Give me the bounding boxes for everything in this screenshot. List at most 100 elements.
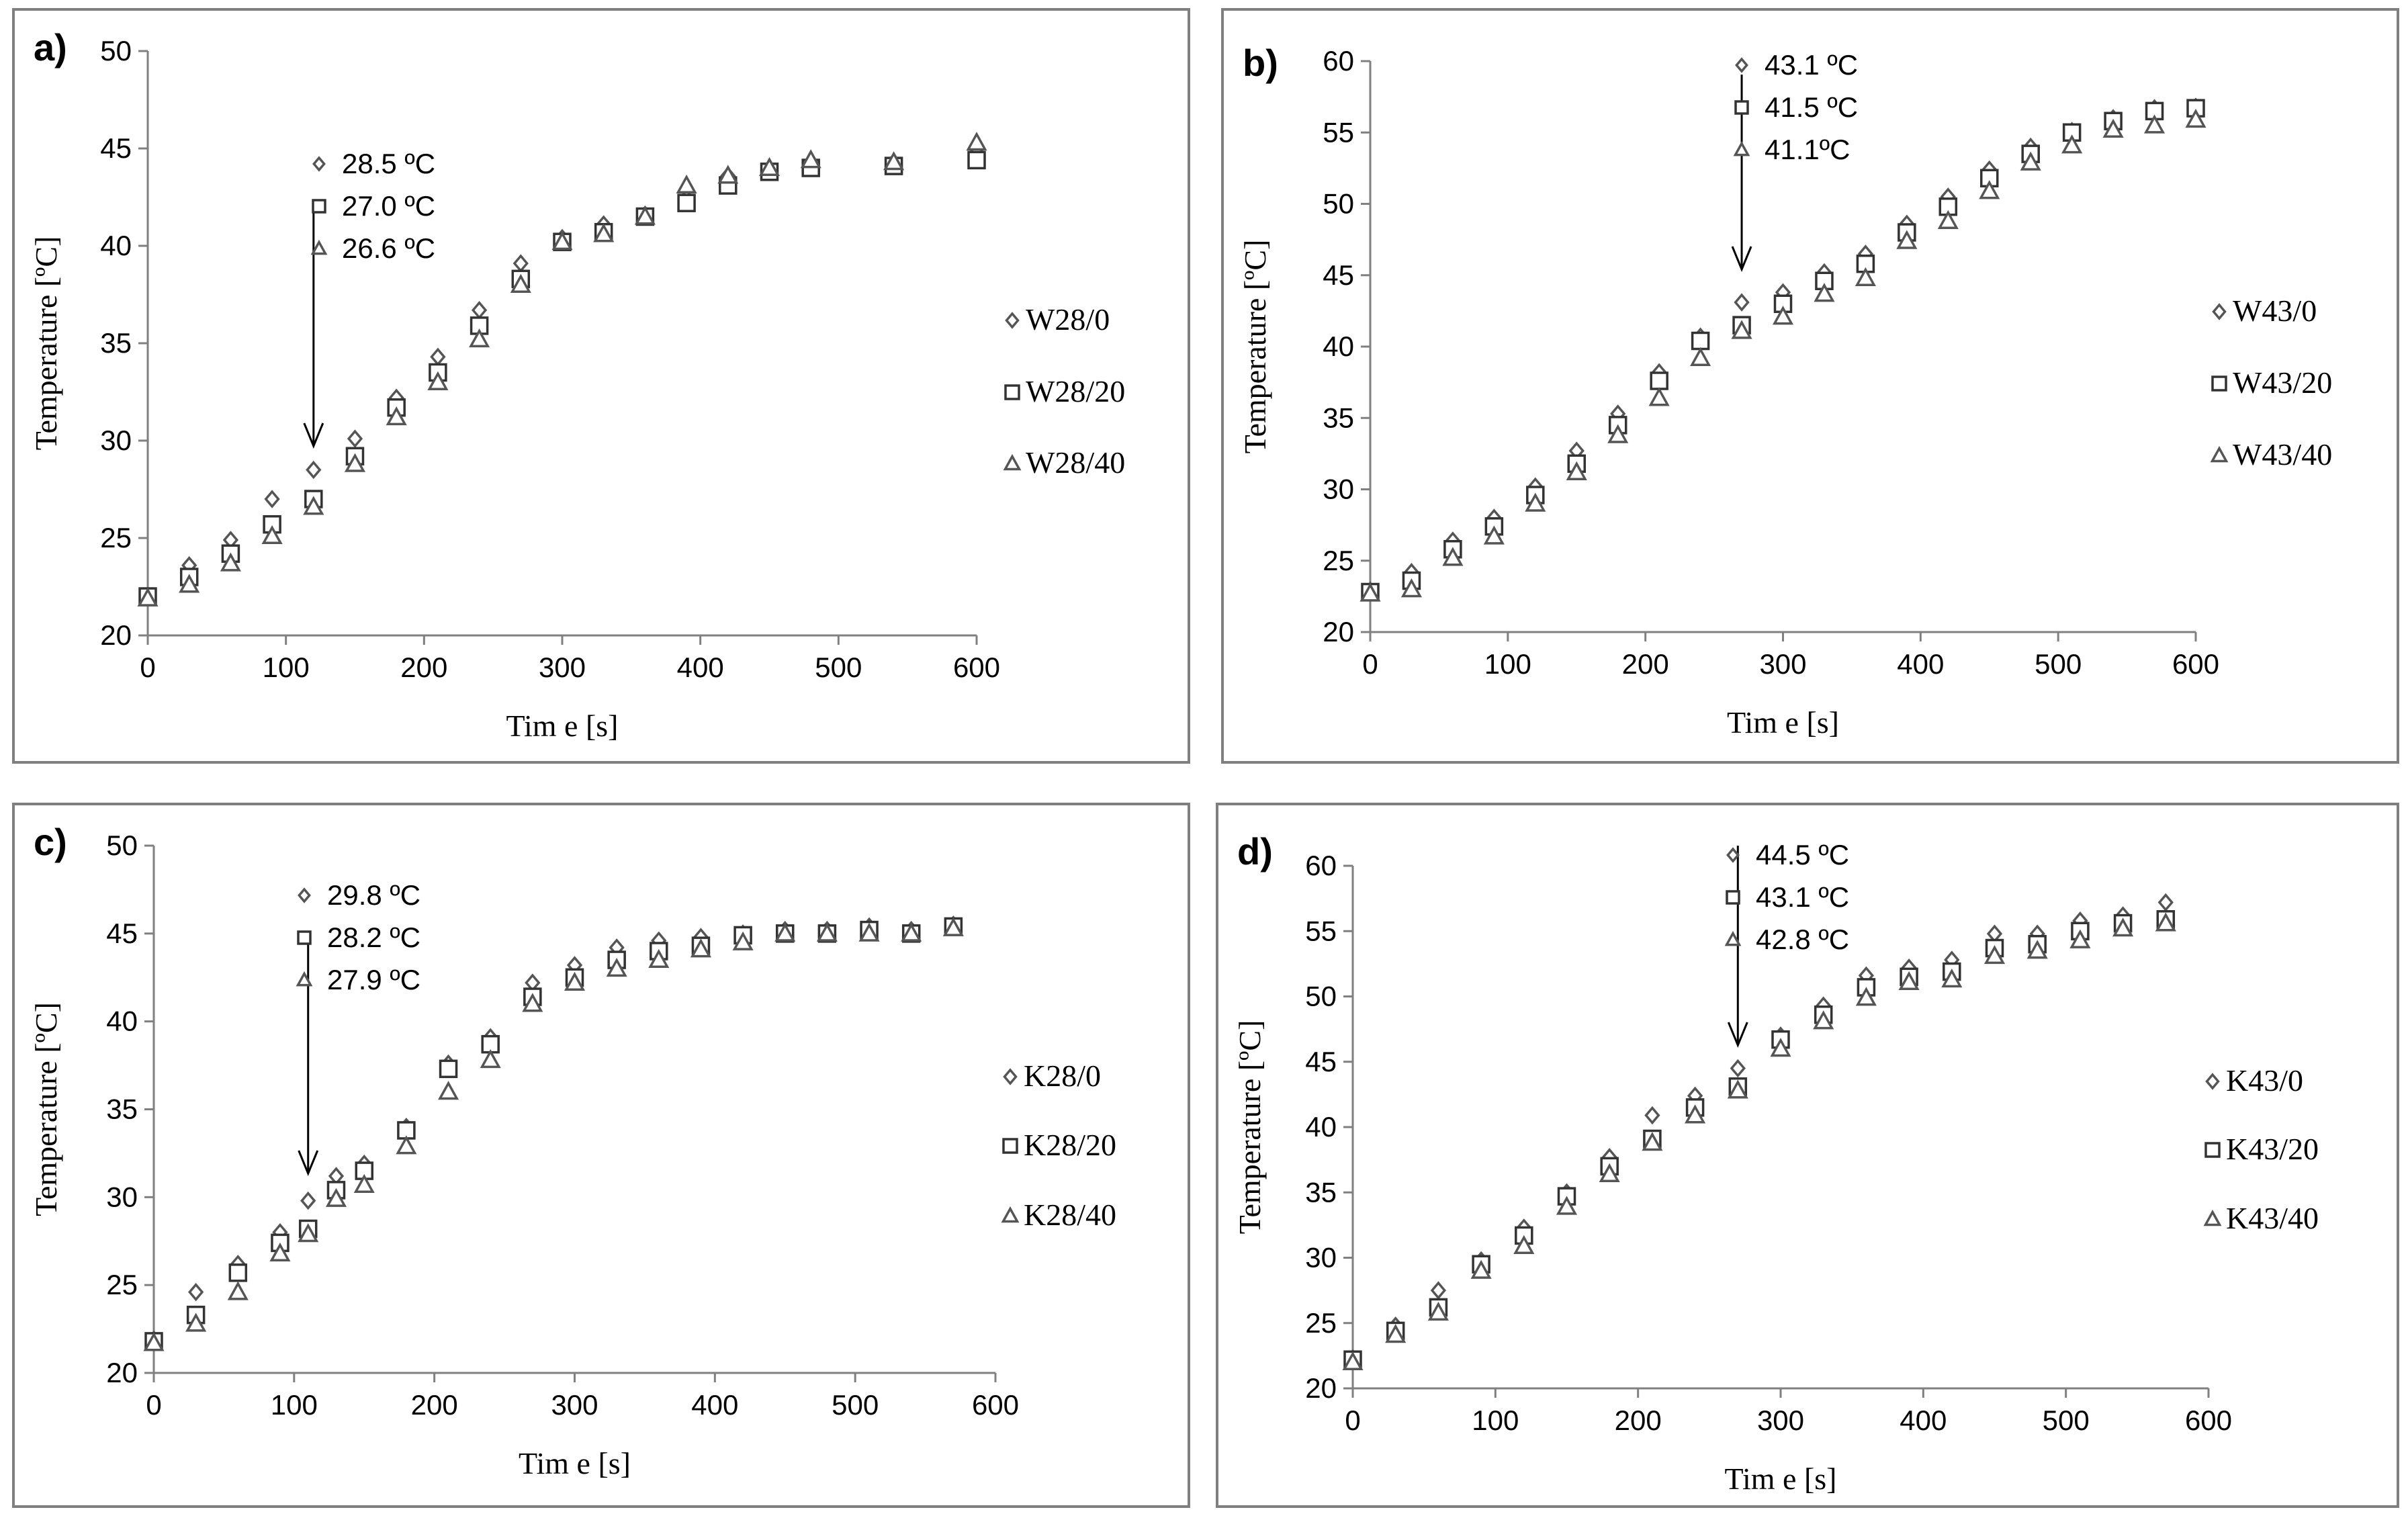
annotation-marker [296, 971, 313, 987]
data-point [1770, 1038, 1791, 1057]
legend: W43/0 W43/20 W43/40 [2210, 294, 2332, 472]
legend-marker [2204, 1142, 2221, 1158]
data-point [551, 230, 573, 251]
annotation-marker [1734, 100, 1749, 115]
y-tick-label: 30 [1323, 474, 1354, 505]
y-axis-title: Temperature [ºC] [1233, 1020, 1267, 1235]
y-tick-label: 30 [100, 425, 132, 456]
data-point [2026, 940, 2048, 959]
panel-label: c) [34, 821, 67, 863]
y-tick-label: 40 [106, 1006, 138, 1037]
data-point [1525, 492, 1546, 512]
y-tick-label: 25 [106, 1269, 138, 1300]
legend-marker [2211, 375, 2227, 392]
data-point [1727, 1079, 1748, 1099]
chart-panel-d: 20 25 30 35 40 45 50 55 60 0 100 200 300 400 500 600 Tim… [1216, 803, 2399, 1508]
panel-label: d) [1237, 830, 1273, 873]
annotation: 44.5 ºC 43.1 ºC 42.8 ºC [1724, 839, 1849, 1048]
data-point [471, 300, 488, 320]
data-point [1644, 1106, 1660, 1125]
y-tick-label: 55 [1305, 915, 1337, 946]
y-tick-label: 45 [100, 132, 132, 164]
data-point [816, 922, 838, 942]
data-point [1937, 210, 1959, 229]
data-point [344, 453, 366, 472]
data-point [1599, 1163, 1620, 1182]
annotation: 28.5 ºC 27.0 ºC 26.6 ºC [303, 148, 435, 449]
annotation-text: 28.2 ºC [327, 922, 420, 953]
data-point [606, 957, 627, 977]
x-tick-label: 200 [400, 652, 447, 683]
x-tick-label: 300 [1757, 1404, 1804, 1436]
x-axis-title: Tim e [s] [1727, 705, 1839, 740]
data-point [1771, 1030, 1790, 1049]
data-point [564, 971, 586, 991]
x-tick-label: 600 [2185, 1404, 2232, 1436]
data-point [439, 1059, 458, 1079]
legend-marker [1005, 312, 1020, 329]
y-tick-label: 60 [1305, 850, 1337, 881]
data-point [634, 206, 656, 225]
legend-marker [2205, 1073, 2220, 1090]
chart-panel-a: 20 25 30 35 40 45 50 0 100 200 300 400 500 600 Tim e [… [12, 8, 1190, 764]
legend-label: W28/0 [1026, 302, 1110, 337]
x-tick-label: 100 [1472, 1404, 1519, 1436]
data-point [2157, 893, 2174, 912]
data-point [2143, 114, 2166, 134]
y-tick-label: 50 [100, 35, 132, 66]
data-point [2061, 134, 2083, 154]
annotation-text: 27.9 ºC [327, 964, 420, 995]
data-point [1430, 1281, 1447, 1300]
annotation-text: 44.5 ºC [1756, 839, 1849, 870]
legend-marker [2212, 303, 2227, 320]
data-point [1400, 578, 1423, 598]
data-point [1642, 1132, 1663, 1151]
legend: K43/0 K43/20 K43/40 [2203, 1063, 2319, 1235]
legend: W28/0 W28/20 W28/40 [1003, 302, 1125, 480]
x-tick-label: 200 [411, 1389, 458, 1421]
x-tick-label: 300 [539, 652, 586, 683]
data-point [1691, 331, 1710, 351]
data-point [427, 371, 449, 390]
y-tick-label: 55 [1323, 116, 1354, 148]
x-tick-label: 100 [263, 652, 310, 683]
annotation-text: 41.1ºC [1765, 134, 1850, 165]
data-point [1734, 293, 1750, 312]
data-point [648, 948, 670, 969]
data-point [1896, 230, 1918, 249]
data-point [1813, 1010, 1834, 1030]
x-tick-label: 0 [140, 652, 155, 683]
data-point [1898, 971, 1920, 991]
data-point [510, 273, 531, 293]
x-tick-label: 200 [1622, 648, 1669, 680]
series-K28/20 [144, 917, 963, 1351]
data-point [1607, 424, 1629, 443]
legend-marker [2203, 1209, 2222, 1226]
x-tick-label: 400 [1900, 1404, 1947, 1436]
annotation-marker [1735, 57, 1748, 73]
data-point [1427, 1301, 1449, 1321]
annotation-marker [1724, 930, 1742, 946]
legend-label: K28/20 [1024, 1128, 1116, 1162]
data-point [386, 406, 407, 426]
y-tick-label: 50 [1305, 981, 1337, 1012]
data-point [469, 328, 490, 348]
x-tick-label: 0 [1345, 1404, 1360, 1436]
data-point [2185, 108, 2206, 128]
legend-marker [1002, 1138, 1018, 1154]
y-tick-label: 20 [100, 619, 132, 651]
panel-label: b) [1243, 42, 1278, 84]
y-axis-title: Temperature [ºC] [1238, 240, 1272, 454]
series-K28/0 [146, 916, 961, 1349]
panel-label: a) [34, 26, 67, 69]
y-tick-label: 25 [1323, 545, 1354, 576]
legend-label: W43/20 [2233, 365, 2332, 400]
data-point [228, 1263, 248, 1282]
annotation-marker [1733, 140, 1750, 157]
series-K43/0 [1345, 893, 2174, 1368]
data-point [677, 193, 696, 212]
